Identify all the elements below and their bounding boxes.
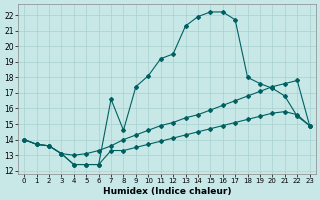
X-axis label: Humidex (Indice chaleur): Humidex (Indice chaleur): [103, 187, 231, 196]
